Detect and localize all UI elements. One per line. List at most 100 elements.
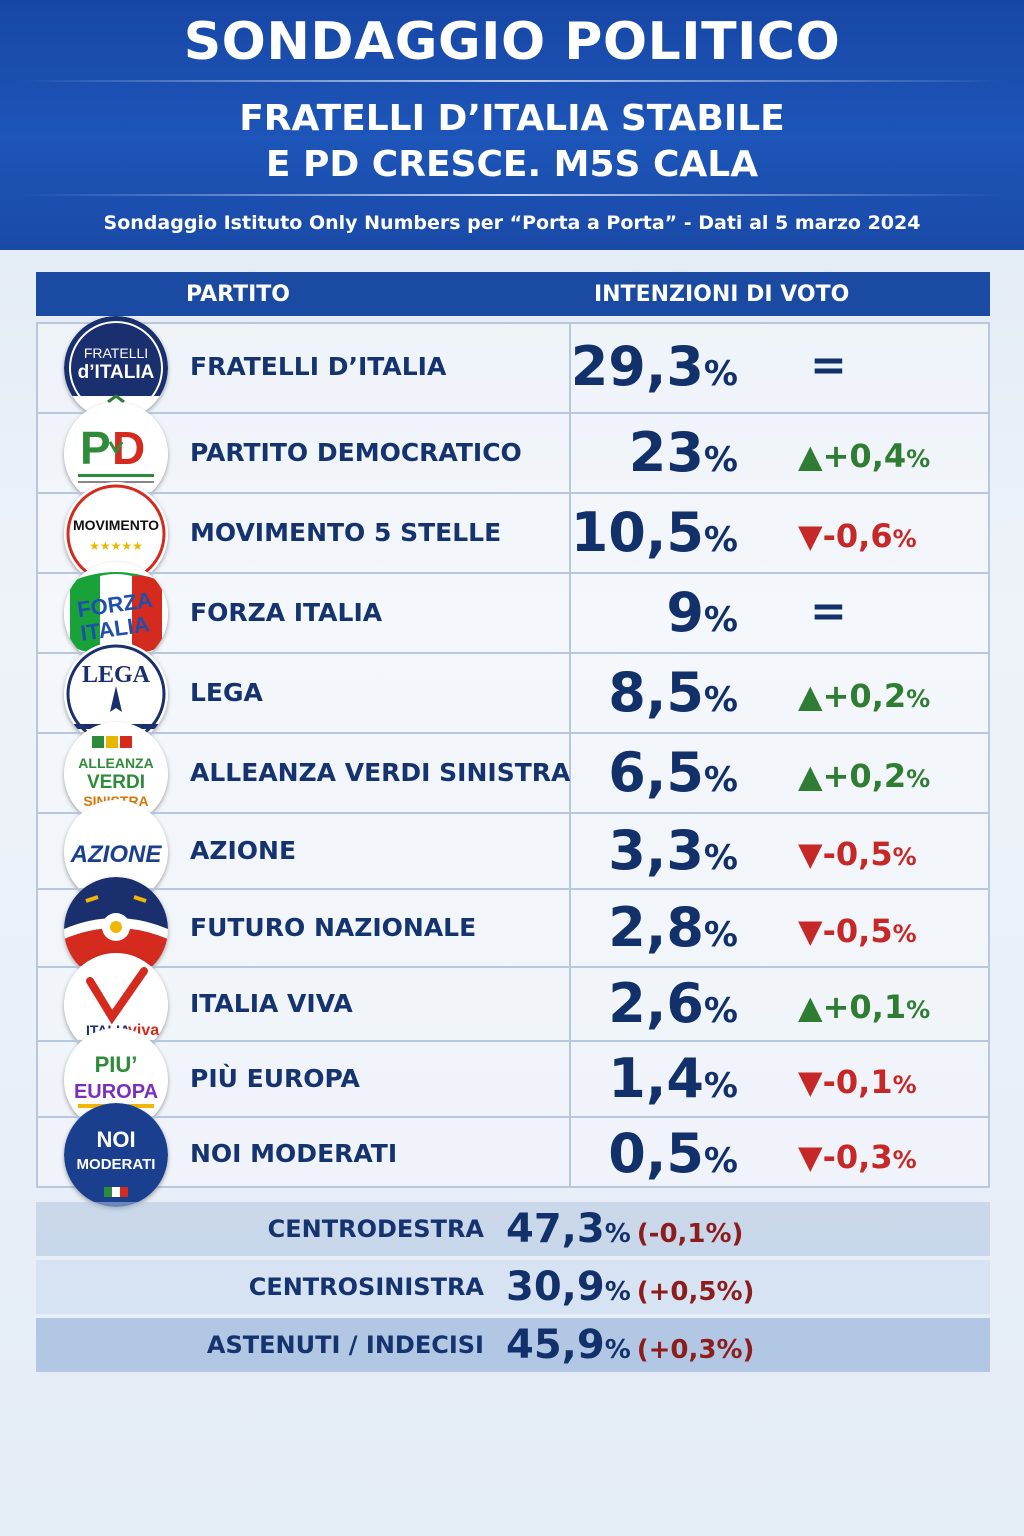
summary-change: (+0,3%) bbox=[636, 1335, 755, 1365]
change-value: -0,1 bbox=[822, 1063, 893, 1101]
table-row: ALLEANZA VERDI SINISTRA ALLEANZA VERDI S… bbox=[38, 722, 988, 826]
summary-number: 47,3 bbox=[506, 1206, 605, 1252]
vote-percentage: 6,5% bbox=[608, 746, 738, 800]
vote-value: 23 bbox=[628, 421, 704, 484]
vote-percentage: 2,6% bbox=[608, 977, 738, 1031]
party-name: NOI MODERATI bbox=[190, 1139, 398, 1168]
page-title: SONDAGGIO POLITICO bbox=[183, 12, 841, 72]
source-note: Sondaggio Istituto Only Numbers per “Por… bbox=[103, 212, 921, 234]
vote-value: 9 bbox=[666, 581, 704, 644]
subtitle-line-1: FRATELLI D’ITALIA STABILE bbox=[239, 98, 785, 139]
vote-value: 8,5 bbox=[608, 661, 704, 724]
percent-sign: % bbox=[703, 991, 738, 1031]
party-logo-forza-italia: FORZA ITALIA bbox=[64, 562, 168, 666]
trend-change: ▲+0,4% bbox=[798, 440, 930, 472]
percent-sign: % bbox=[703, 915, 738, 955]
subtitle-line-2: E PD CRESCE. M5S CALA bbox=[265, 144, 759, 185]
triangle-up-icon: ▲ bbox=[798, 988, 823, 1026]
results-table: FRATELLI d’ITALIA FRATELLI D’ITALIA 29,3%… bbox=[36, 316, 990, 1207]
trend-change: ▼-0,3% bbox=[798, 1141, 917, 1173]
svg-text:VERDI: VERDI bbox=[87, 772, 145, 793]
percent-sign: % bbox=[604, 1277, 631, 1307]
summary-value: 47,3% (-0,1%) bbox=[506, 1206, 743, 1252]
change-value: +0,2 bbox=[822, 757, 907, 795]
summary-change: (+0,5%) bbox=[636, 1277, 755, 1307]
summary-row-centrodestra: CENTRODESTRA 47,3% (-0,1%) bbox=[36, 1202, 990, 1256]
triangle-down-icon: ▼ bbox=[798, 835, 823, 873]
percent-sign: % bbox=[703, 600, 738, 640]
triangle-down-icon: ▼ bbox=[798, 517, 823, 555]
column-header-vote: INTENZIONI DI VOTO bbox=[594, 282, 850, 307]
vote-value: 6,5 bbox=[608, 741, 704, 804]
percent-sign: % bbox=[703, 1141, 738, 1181]
summary-row-centrosinistra: CENTROSINISTRA 30,9% (+0,5%) bbox=[36, 1260, 990, 1314]
party-name: PARTITO DEMOCRATICO bbox=[190, 438, 522, 467]
summary-label: CENTRODESTRA bbox=[267, 1215, 484, 1243]
vote-percentage: 2,8% bbox=[608, 901, 738, 955]
table-row: AZIONE AZIONE 3,3% ▼-0,5% bbox=[38, 800, 988, 904]
triangle-down-icon: ▼ bbox=[798, 912, 823, 950]
svg-text:NOI: NOI bbox=[96, 1127, 135, 1152]
change-value: -0,6 bbox=[822, 517, 893, 555]
percent-sign: % bbox=[892, 843, 917, 871]
svg-text:LEGA: LEGA bbox=[82, 662, 151, 688]
change-value: +0,1 bbox=[822, 988, 907, 1026]
party-name: ITALIA VIVA bbox=[190, 989, 353, 1018]
summary-number: 30,9 bbox=[506, 1264, 605, 1310]
header-divider bbox=[20, 80, 1004, 82]
percent-sign: % bbox=[892, 920, 917, 948]
triangle-up-icon: ▲ bbox=[798, 757, 823, 795]
vote-value: 1,4 bbox=[608, 1047, 704, 1110]
vote-percentage: 0,5% bbox=[608, 1127, 738, 1181]
svg-text:PIU’: PIU’ bbox=[95, 1052, 138, 1077]
table-row: FUTURO NAZIONALE 2,8% ▼-0,5% bbox=[38, 877, 988, 981]
party-logo-piu-europa: PIU’ EUROPA bbox=[64, 1028, 168, 1132]
vote-percentage: 9% bbox=[666, 586, 738, 640]
svg-text:d’ITALIA: d’ITALIA bbox=[78, 362, 155, 383]
percent-sign: % bbox=[906, 996, 931, 1024]
summary-row-astenuti-indecisi: ASTENUTI / INDECISI 45,9% (+0,3%) bbox=[36, 1318, 990, 1372]
trend-stable: = bbox=[810, 586, 847, 637]
trend-change: ▼-0,1% bbox=[798, 1066, 917, 1098]
summary-value: 30,9% (+0,5%) bbox=[506, 1264, 754, 1310]
summary-change: (-0,1%) bbox=[636, 1219, 744, 1249]
change-value: +0,4 bbox=[822, 437, 907, 475]
party-name: FORZA ITALIA bbox=[190, 598, 383, 627]
trend-change: ▲+0,2% bbox=[798, 680, 930, 712]
change-value: -0,5 bbox=[822, 835, 893, 873]
svg-text:★★★★★: ★★★★★ bbox=[89, 539, 143, 553]
change-value: +0,2 bbox=[822, 677, 907, 715]
svg-text:P: P bbox=[80, 422, 111, 474]
percent-sign: % bbox=[892, 525, 917, 553]
svg-text:EUROPA: EUROPA bbox=[74, 1081, 158, 1103]
party-name: FUTURO NAZIONALE bbox=[190, 913, 477, 942]
percent-sign: % bbox=[906, 685, 931, 713]
svg-text:FRATELLI: FRATELLI bbox=[84, 345, 148, 361]
change-value: -0,3 bbox=[822, 1138, 893, 1176]
summary-value: 45,9% (+0,3%) bbox=[506, 1322, 754, 1368]
percent-sign: % bbox=[703, 354, 738, 394]
vote-percentage: 23% bbox=[629, 426, 738, 480]
percent-sign: % bbox=[703, 520, 738, 560]
party-name: MOVIMENTO 5 STELLE bbox=[190, 518, 502, 547]
percent-sign: % bbox=[703, 680, 738, 720]
vote-percentage: 29,3% bbox=[571, 340, 738, 394]
party-logo-partito-democratico: P D bbox=[64, 402, 168, 506]
triangle-down-icon: ▼ bbox=[798, 1063, 823, 1101]
table-row: MOVIMENTO ★★★★★ MOVIMENTO 5 STELLE 10,5% ▼… bbox=[38, 482, 988, 586]
percent-sign: % bbox=[604, 1335, 631, 1365]
percent-sign: % bbox=[703, 1066, 738, 1106]
percent-sign: % bbox=[906, 765, 931, 793]
page-subtitle: FRATELLI D’ITALIA STABILE E PD CRESCE. M… bbox=[0, 96, 1024, 188]
vote-percentage: 8,5% bbox=[608, 666, 738, 720]
change-value: -0,5 bbox=[822, 912, 893, 950]
party-name: LEGA bbox=[190, 678, 263, 707]
party-name: ALLEANZA VERDI SINISTRA bbox=[190, 758, 571, 787]
percent-sign: % bbox=[703, 760, 738, 800]
trend-change: ▲+0,1% bbox=[798, 991, 930, 1023]
percent-sign: % bbox=[703, 838, 738, 878]
trend-stable: = bbox=[810, 340, 847, 391]
table-header: PARTITO INTENZIONI DI VOTO bbox=[36, 272, 990, 316]
triangle-down-icon: ▼ bbox=[798, 1138, 823, 1176]
